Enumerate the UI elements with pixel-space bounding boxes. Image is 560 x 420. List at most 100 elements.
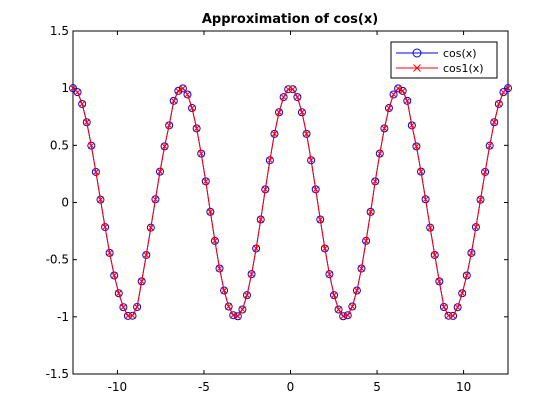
data-point-circle [380,124,389,133]
y-tick-label: -0.5 [46,253,69,267]
data-point-x [248,270,255,278]
legend-marker-x [413,64,421,72]
data-point-circle [421,195,430,204]
data-point-circle [82,118,91,127]
data-point-circle [311,185,320,194]
data-point-x [468,249,475,257]
data-point-circle [110,271,119,280]
legend-label: cos1(x) [443,62,484,75]
data-point-circle [307,156,316,165]
data-point-x [431,251,439,259]
data-point-circle [146,223,155,232]
y-tick-label: 1 [61,81,69,95]
data-point-circle [178,84,187,93]
data-point-x [97,196,104,203]
data-point-x [252,245,260,252]
data-point-x [362,237,370,245]
data-point-x [486,142,494,150]
data-point-circle [210,236,219,245]
data-point-circle [394,84,403,93]
data-point-x [335,306,342,313]
data-point-circle [316,215,325,224]
data-point-x [184,91,191,98]
y-tick-label: -1.5 [46,367,69,381]
data-point-x [188,104,196,112]
data-point-circle [220,286,229,295]
data-point-circle [462,271,471,280]
data-point-circle [453,303,462,312]
legend: cos(x) cos1(x) [390,41,498,79]
data-point-circle [481,167,490,176]
data-point-circle [389,90,398,99]
data-point-x [303,130,310,138]
data-point-circle [151,195,160,204]
data-point-circle [366,207,375,216]
data-point-x [275,108,283,116]
data-point-circle [242,291,251,300]
data-point-circle [504,84,512,93]
data-point-circle [384,104,393,113]
data-point-x [294,93,301,101]
data-point-circle [224,302,233,311]
data-point-x [161,143,168,150]
data-point-x [472,223,480,231]
x-tick-label: 0 [287,380,295,394]
data-point-x [289,85,297,93]
data-point-circle [192,124,201,133]
data-point-circle [275,108,284,117]
data-point-circle [142,250,151,259]
legend-marker-circle [412,48,422,58]
data-point-x [417,168,425,175]
data-point-circle [73,88,82,97]
data-point-circle [96,195,105,204]
data-point-x [367,208,374,216]
data-point-x [435,278,443,285]
data-point-x [197,150,205,157]
data-point-x [280,93,287,101]
data-point-x [381,125,388,132]
data-point-circle [183,90,192,99]
data-point-circle [357,264,366,273]
data-point-x [490,118,498,126]
series-cos1 [69,84,512,320]
data-point-x [74,88,81,96]
data-point-circle [403,96,412,105]
data-point-x [101,223,109,231]
data-point-x [408,121,416,129]
data-point-circle [155,167,164,176]
data-point-x [353,287,361,294]
data-point-circle [499,88,508,97]
data-point-x [266,156,274,164]
data-point-circle [471,223,480,232]
data-point-circle [197,149,206,158]
axes-box [72,30,509,375]
data-point-circle [137,277,146,286]
plot-area: -10 -5 0 5 10 -1.5 -1 -0.5 0 0.5 1 1.5 [46,24,512,394]
data-point-circle [215,264,224,273]
data-point-circle [174,86,183,95]
data-point-circle [293,93,302,102]
data-point-x [170,97,178,105]
data-point-circle [247,270,256,279]
data-point-x [110,272,118,279]
data-point-x [239,306,246,313]
x-tick-label: -5 [198,380,210,394]
data-point-x [481,168,489,176]
data-point-circle [334,305,343,314]
data-point-circle [91,167,100,176]
data-point-circle [169,96,178,105]
data-point-circle [490,118,499,127]
data-point-circle [252,244,261,253]
data-point-circle [87,141,96,150]
data-point-x [403,97,411,105]
data-point-x [504,84,512,92]
data-point-circle [485,141,494,150]
data-point-x [78,100,86,108]
data-point-x [138,278,146,285]
data-point-x [271,130,278,138]
data-point-circle [256,215,265,224]
data-point-x [243,291,251,299]
data-point-circle [279,93,288,102]
data-point-x [458,289,466,297]
data-point-x [174,87,182,95]
